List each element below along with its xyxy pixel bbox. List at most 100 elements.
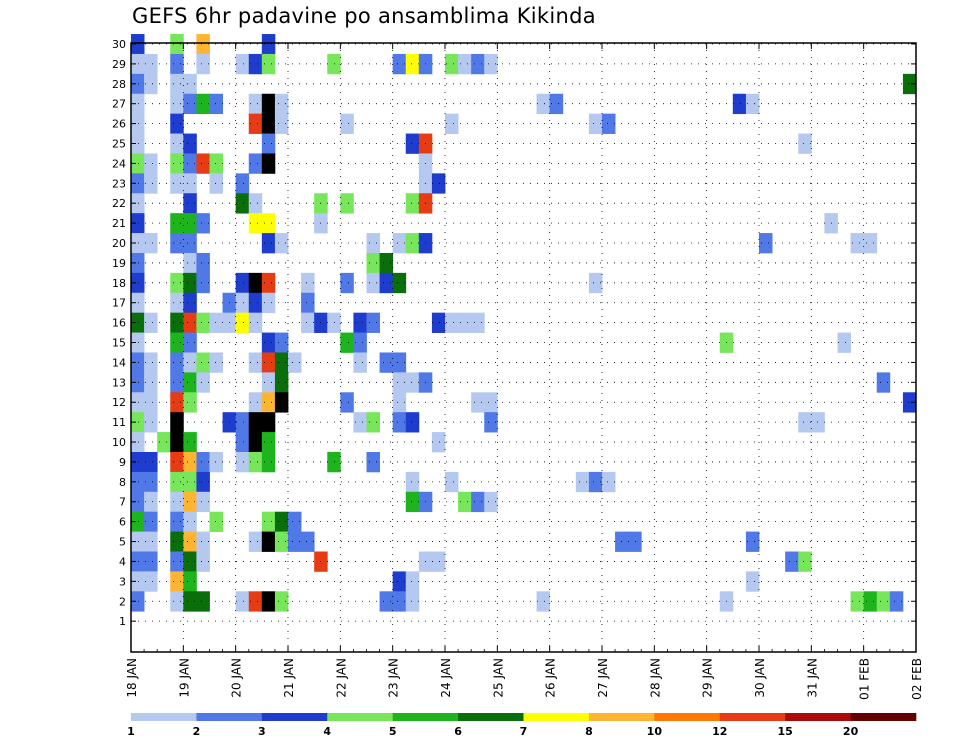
heatmap-cell bbox=[902, 73, 917, 95]
heatmap-cell bbox=[876, 372, 891, 393]
heatmap-cell bbox=[392, 272, 407, 294]
heatmap-cell bbox=[209, 511, 223, 532]
legend-swatch bbox=[785, 713, 851, 721]
legend-swatch bbox=[327, 713, 393, 721]
legend-swatch bbox=[654, 713, 721, 721]
heatmap-cell bbox=[274, 372, 289, 393]
legend-swatch bbox=[850, 713, 917, 721]
heatmap-cell bbox=[405, 193, 420, 214]
heatmap-cell bbox=[170, 571, 184, 592]
heatmap-cell bbox=[379, 352, 394, 373]
heatmap-cell bbox=[235, 53, 250, 75]
x-tick-label: 30 JAN bbox=[753, 658, 767, 698]
y-tick-label: 24 bbox=[112, 157, 126, 170]
y-tick-label: 7 bbox=[119, 496, 126, 509]
heatmap-cell bbox=[183, 571, 197, 592]
heatmap-cell bbox=[431, 312, 446, 333]
heatmap-cell bbox=[248, 292, 263, 314]
heatmap-cell bbox=[196, 531, 210, 552]
heatmap-cell bbox=[261, 392, 276, 413]
heatmap-cell bbox=[144, 551, 158, 572]
heatmap-cell bbox=[261, 432, 276, 453]
heatmap-cell bbox=[170, 591, 184, 612]
heatmap-cell bbox=[248, 591, 263, 612]
heatmap-cell bbox=[131, 491, 145, 513]
heatmap-cell bbox=[170, 213, 184, 234]
legend-label: 12 bbox=[712, 725, 727, 738]
heatmap-cell bbox=[131, 471, 145, 493]
heatmap-cell bbox=[170, 153, 184, 174]
heatmap-cell bbox=[235, 272, 250, 294]
heatmap-cell bbox=[170, 412, 184, 433]
heatmap-cell bbox=[131, 193, 145, 214]
heatmap-cell bbox=[431, 551, 446, 572]
heatmap-cell bbox=[301, 272, 315, 294]
heatmap-cell bbox=[261, 531, 276, 552]
legend-label: 4 bbox=[323, 725, 331, 738]
heatmap-cell bbox=[131, 73, 145, 95]
heatmap-cell bbox=[248, 432, 263, 453]
heatmap-cell bbox=[261, 53, 276, 75]
heatmap-cell bbox=[392, 372, 407, 393]
heatmap-cell bbox=[471, 312, 485, 333]
x-tick-label: 31 JAN bbox=[805, 658, 819, 698]
heatmap-cell bbox=[183, 133, 197, 154]
legend-label: 6 bbox=[454, 725, 462, 738]
heatmap-cell bbox=[131, 272, 145, 294]
y-tick-label: 12 bbox=[112, 396, 126, 409]
heatmap-cell bbox=[759, 233, 773, 254]
heatmap-cell bbox=[379, 252, 394, 274]
x-tick-label: 27 JAN bbox=[596, 658, 610, 698]
y-tick-label: 26 bbox=[112, 118, 126, 131]
y-tick-label: 21 bbox=[112, 217, 126, 230]
heatmap-cell bbox=[144, 153, 158, 174]
legend-swatch bbox=[588, 713, 655, 721]
heatmap-cell bbox=[183, 531, 197, 552]
heatmap-cell bbox=[366, 451, 380, 473]
heatmap-cell bbox=[144, 491, 158, 513]
heatmap-cell bbox=[196, 372, 210, 393]
heatmap-cell bbox=[261, 93, 276, 115]
heatmap-cell bbox=[588, 272, 603, 294]
heatmap-cell bbox=[196, 34, 210, 55]
heatmap-cell bbox=[274, 93, 289, 115]
legend-swatch bbox=[458, 713, 524, 721]
heatmap-cell bbox=[274, 332, 289, 353]
heatmap-cell bbox=[248, 312, 263, 333]
y-tick-label: 16 bbox=[112, 317, 126, 330]
color-legend: 1 2 3 4 5 6 7 8 10 12 15 20 bbox=[127, 713, 917, 738]
x-tick-label: 23 JAN bbox=[387, 658, 401, 698]
heatmap-cell bbox=[183, 93, 197, 115]
heatmap-cell bbox=[209, 173, 223, 194]
y-tick-label: 20 bbox=[112, 237, 126, 250]
heatmap-cell bbox=[235, 451, 250, 473]
heatmap-cell bbox=[837, 332, 851, 353]
y-tick-label: 18 bbox=[112, 277, 126, 290]
x-tick-label: 21 JAN bbox=[282, 658, 296, 698]
heatmap-cell bbox=[235, 312, 250, 333]
heatmap-cell bbox=[392, 392, 407, 413]
heatmap-cell bbox=[628, 531, 642, 552]
heatmap-cell bbox=[196, 252, 210, 274]
y-tick-label: 22 bbox=[112, 197, 126, 210]
heatmap-cell bbox=[366, 252, 380, 274]
heatmap-cell bbox=[144, 511, 158, 532]
heatmap-cell bbox=[392, 233, 407, 254]
legend-label: 8 bbox=[585, 725, 593, 738]
heatmap-cell bbox=[261, 213, 276, 234]
heatmap-cell bbox=[144, 312, 158, 333]
legend-swatch bbox=[196, 713, 263, 721]
heatmap-cell bbox=[274, 511, 289, 532]
heatmap-cell bbox=[196, 352, 210, 373]
grid-lines bbox=[131, 43, 916, 652]
heatmap-cell bbox=[144, 372, 158, 393]
heatmap-cell bbox=[196, 591, 210, 612]
legend-swatch bbox=[523, 713, 590, 721]
heatmap-cell bbox=[131, 113, 145, 134]
heatmap-cell bbox=[301, 292, 315, 314]
heatmap-cell bbox=[261, 332, 276, 353]
heatmap-cell bbox=[261, 113, 276, 134]
legend-label: 1 bbox=[127, 725, 135, 738]
heatmap-cell bbox=[183, 312, 197, 333]
heatmap-cell bbox=[261, 133, 276, 154]
